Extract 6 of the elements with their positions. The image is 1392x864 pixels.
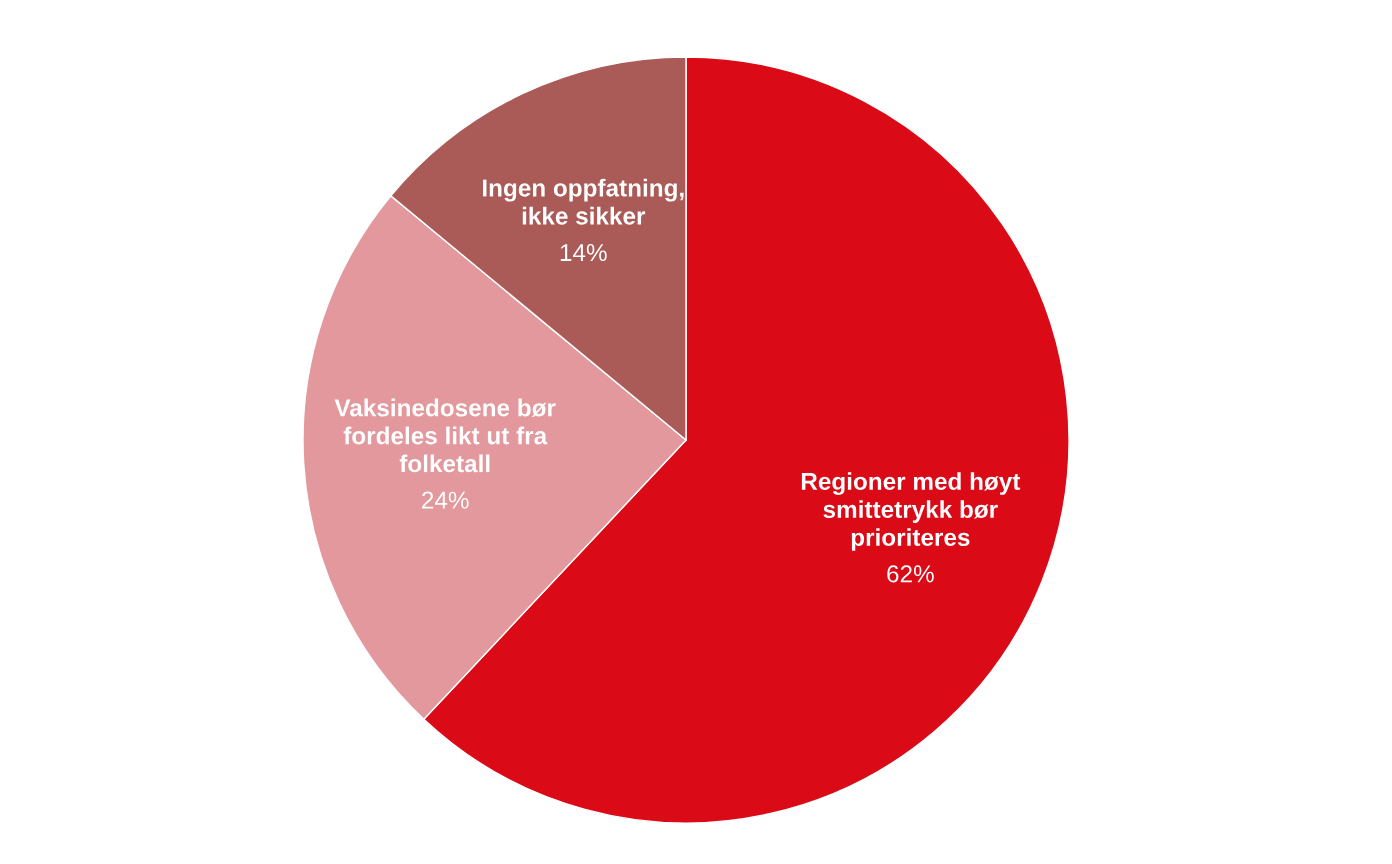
data-label: 14% bbox=[560, 244, 607, 262]
data-label: 24% bbox=[422, 491, 469, 509]
slice-label: Regioner med høyt smittetrykk bør prioriteres bbox=[801, 472, 1021, 551]
slice-label: Ingen oppfatning, ikke sikker bbox=[482, 178, 684, 225]
slice-label: Vaksinedosene bør fordeles likt ut fra folketall bbox=[334, 398, 556, 473]
data-label: 62% bbox=[887, 565, 934, 583]
